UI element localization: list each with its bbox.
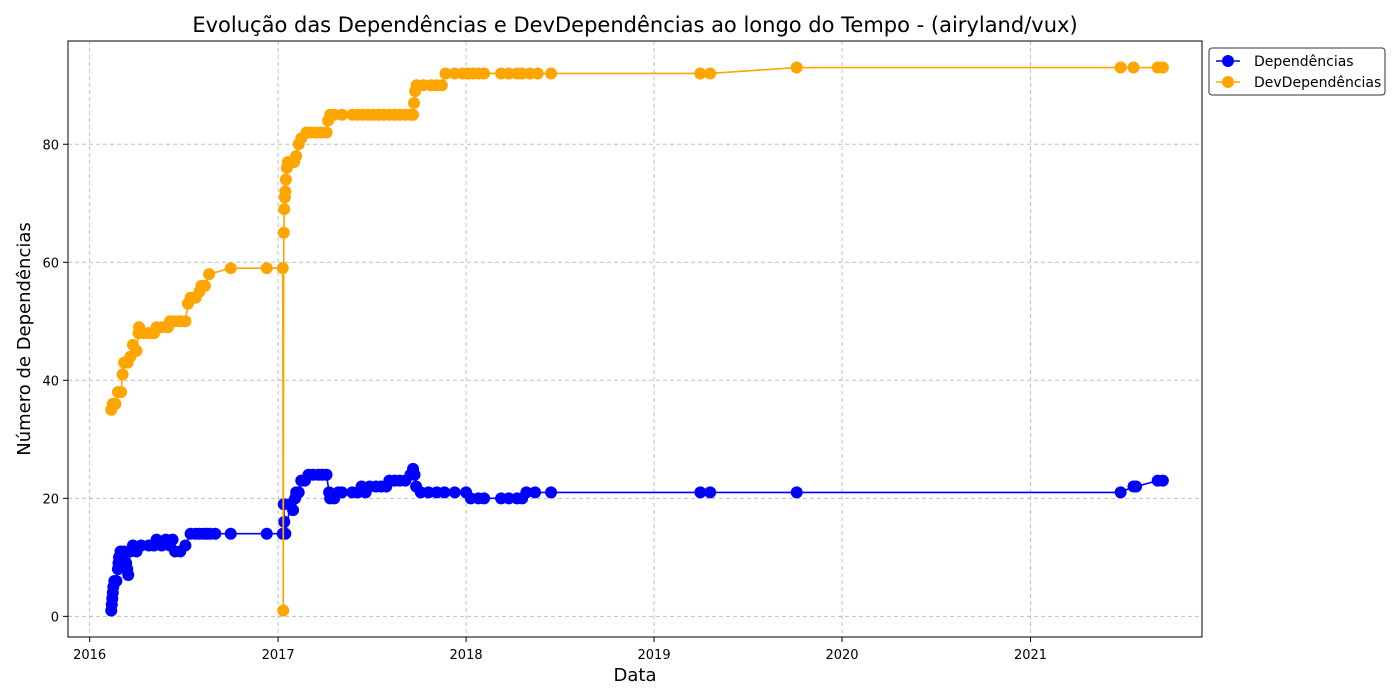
y-tick-label: 80 [42,138,59,153]
data-point-dependencias [209,527,222,540]
data-point-devdependencias [179,315,192,328]
data-point-dependencias [502,492,515,505]
data-point-devdependencias [435,79,448,92]
data-point-dependencias [224,527,237,540]
data-point-devdependencias [279,173,292,186]
data-point-dependencias [520,486,533,499]
data-point-devdependencias [277,604,290,617]
data-point-dependencias [408,468,421,481]
data-point-dependencias [478,492,491,505]
data-point-dependencias [790,486,803,499]
y-axis-label: Número de Dependências [14,222,35,456]
y-tick-label: 40 [42,374,59,389]
data-point-dependencias [545,486,558,499]
series-layer [105,61,1169,617]
data-point-devdependencias [408,96,421,109]
data-point-dependencias [438,486,451,499]
data-point-dependencias [122,569,135,582]
grid [68,41,1202,637]
chart-title: Evolução das Dependências e DevDependênc… [192,13,1077,37]
data-point-devdependencias [531,67,544,80]
x-tick-label: 2016 [73,648,106,663]
data-point-devdependencias [478,67,491,80]
data-point-dependencias [1156,474,1169,487]
data-point-devdependencias [704,67,717,80]
data-point-devdependencias [790,61,803,74]
data-point-devdependencias [224,262,237,275]
data-point-devdependencias [407,108,420,121]
data-point-dependencias [292,486,305,499]
legend-marker-dependencias [1222,55,1234,67]
data-point-dependencias [448,486,461,499]
data-point-dependencias [320,468,333,481]
data-point-devdependencias [276,262,289,275]
data-point-dependencias [422,486,435,499]
x-axis-label: Data [614,665,657,686]
x-tick-label: 2021 [1014,648,1047,663]
data-point-devdependencias [130,344,143,357]
y-tick-label: 0 [51,610,59,625]
data-point-devdependencias [198,279,211,292]
data-point-devdependencias [502,67,515,80]
data-point-devdependencias [694,67,707,80]
data-point-devdependencias [1127,61,1140,74]
x-tick-label: 2019 [638,648,671,663]
legend-label-devdependencias: DevDependências [1254,75,1381,91]
y-tick-label: 20 [42,492,59,507]
data-point-devdependencias [279,185,292,198]
legend-box [1208,47,1386,96]
x-tick-label: 2017 [262,648,295,663]
data-point-devdependencias [1114,61,1127,74]
data-point-devdependencias [290,150,303,163]
data-point-dependencias [260,527,273,540]
data-point-devdependencias [116,368,129,381]
legend-marker-devdependencias [1222,76,1234,88]
x-tick-label: 2020 [825,648,858,663]
data-point-dependencias [279,527,292,540]
data-point-dependencias [335,486,348,499]
data-point-devdependencias [439,67,452,80]
data-point-dependencias [529,486,542,499]
data-point-devdependencias [335,108,348,121]
data-point-dependencias [1114,486,1127,499]
data-point-devdependencias [115,386,128,399]
ticks: 2016 2017 2018 2019 2020 2021 0 20 40 60 80 [42,138,1047,663]
data-point-dependencias [110,574,123,587]
data-point-devdependencias [109,397,122,410]
x-tick-label: 2018 [450,648,483,663]
plot-frame [67,40,1203,638]
data-point-devdependencias [278,203,291,216]
data-point-devdependencias [545,67,558,80]
series-dependencias [105,462,1169,617]
data-point-devdependencias [203,268,216,281]
data-point-dependencias [278,515,291,528]
y-tick-label: 60 [42,256,59,271]
data-point-dependencias [166,533,179,546]
data-point-dependencias [179,539,192,552]
legend: Dependências DevDependências [1208,47,1386,96]
data-point-dependencias [1130,480,1143,493]
data-point-devdependencias [277,226,290,239]
data-point-dependencias [704,486,717,499]
data-point-devdependencias [260,262,273,275]
series-devdependencias [105,61,1169,617]
data-point-dependencias [287,504,300,517]
legend-label-dependencias: Dependências [1254,54,1354,70]
data-point-devdependencias [1156,61,1169,74]
data-point-dependencias [694,486,707,499]
data-point-devdependencias [320,126,333,139]
